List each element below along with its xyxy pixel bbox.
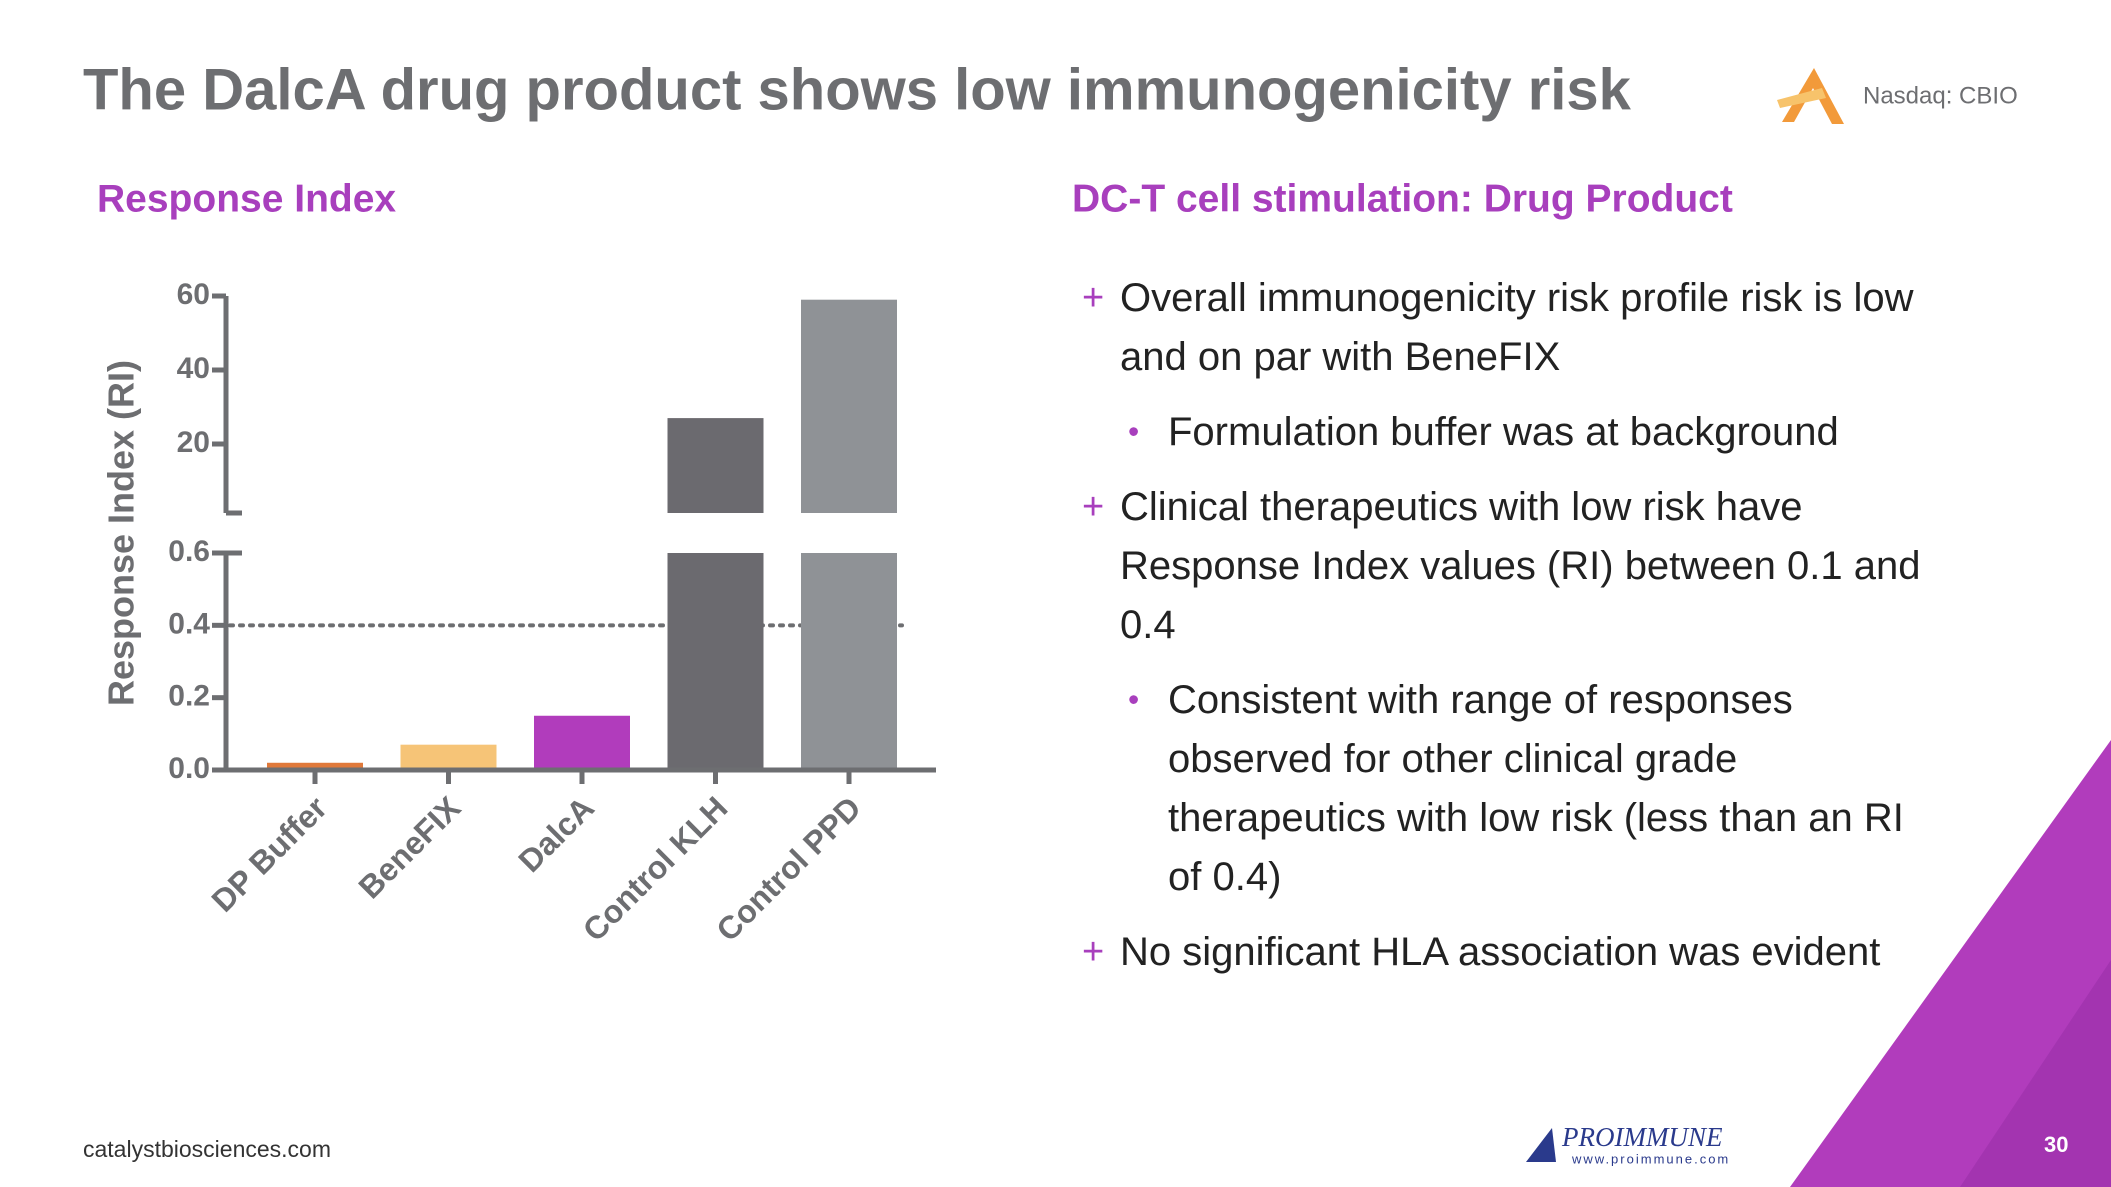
bullet-text: Clinical therapeutics with low risk have… (1120, 485, 1921, 647)
partner-url: www.proimmune.com (1571, 1151, 1730, 1166)
ticker: Nasdaq: CBIO (1863, 82, 2018, 109)
x-tick-label: Control PPD (709, 789, 868, 948)
y-tick-label: 0.6 (168, 535, 210, 568)
corner-decoration (1790, 740, 2111, 1187)
y-tick-label: 0.2 (168, 680, 210, 713)
plus-marker: + (1082, 931, 1104, 973)
y-tick-label: 0.4 (168, 607, 210, 640)
slide-title: The DalcA drug product shows low immunog… (83, 57, 1632, 122)
plus-marker: + (1082, 486, 1104, 528)
y-tick-label: 20 (177, 426, 210, 459)
dot-marker: • (1128, 681, 1139, 717)
partner-logo: PROIMMUNE www.proimmune.com (1526, 1122, 1730, 1166)
corner-decoration (1960, 960, 2111, 1187)
x-tick-label: BeneFIX (351, 789, 467, 905)
footer-website: catalystbiosciences.com (83, 1136, 331, 1162)
x-tick-label: DP Buffer (205, 789, 334, 918)
y-tick-label: 40 (177, 352, 210, 385)
bullet-text: Overall immunogenicity risk profile risk… (1120, 276, 1914, 379)
bar (801, 553, 897, 770)
partner-name: PROIMMUNE (1561, 1122, 1723, 1152)
company-logo (1777, 68, 1844, 124)
bar (801, 299, 897, 513)
y-tick-label: 60 (177, 278, 210, 311)
y-axis-label: Response Index (RI) (101, 360, 142, 706)
bullet-text: Consistent with range of responses observ… (1168, 678, 1904, 899)
section-heading: DC-T cell stimulation: Drug Product (1072, 177, 1733, 220)
bar (267, 762, 363, 770)
bullet-text: No significant HLA association was evide… (1120, 930, 1880, 974)
y-tick-label: 0.0 (168, 752, 210, 785)
page-number: 30 (2044, 1132, 2068, 1157)
dot-marker: • (1128, 413, 1139, 449)
section-heading: Response Index (97, 177, 396, 220)
bar (400, 744, 497, 770)
bar (534, 715, 630, 770)
bar (667, 553, 764, 770)
plus-marker: + (1082, 277, 1104, 319)
x-tick-label: DalcA (511, 789, 601, 879)
bar (667, 418, 764, 513)
bullet-text: Formulation buffer was at background (1168, 410, 1839, 454)
